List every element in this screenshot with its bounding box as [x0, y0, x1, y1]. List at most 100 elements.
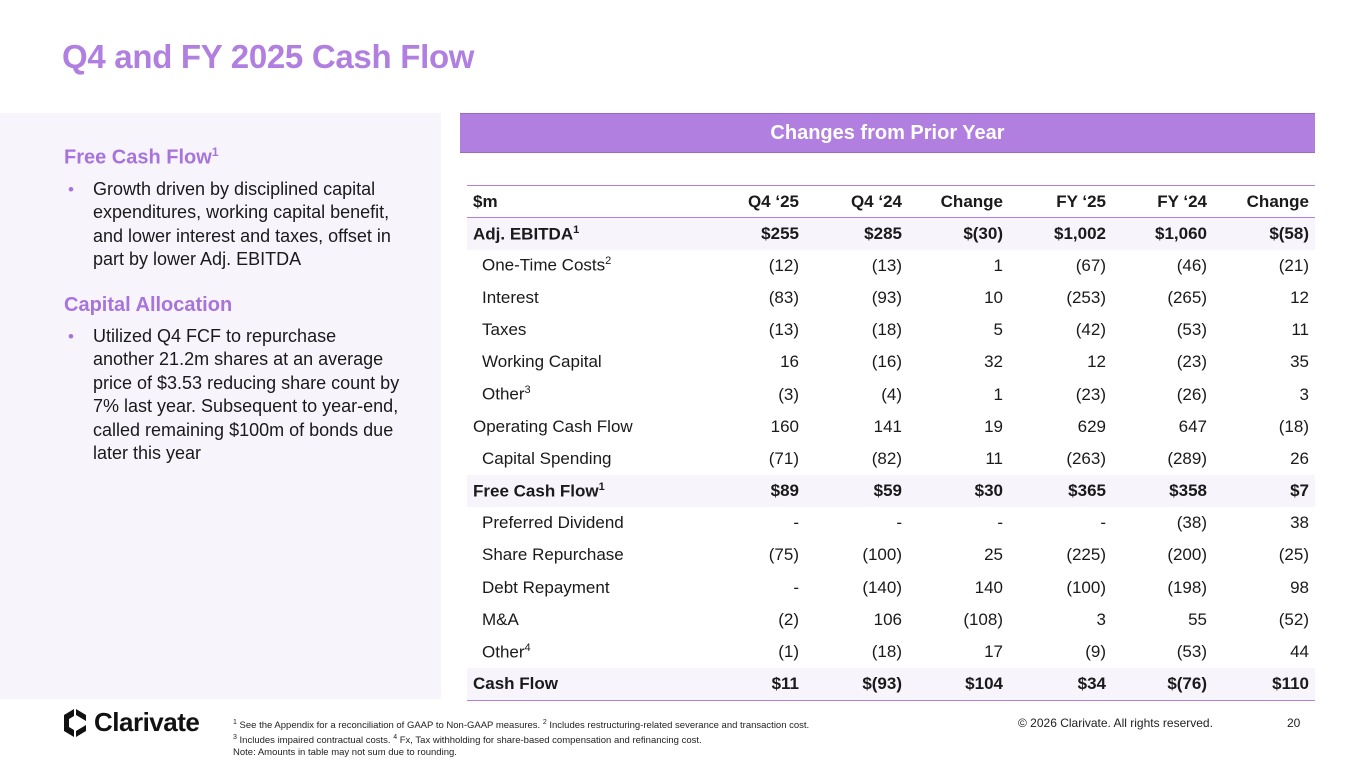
table-row: Share Repurchase (75) (100) 25 (225) (200) (25…	[467, 539, 1315, 571]
row-label: Working Capital	[482, 352, 602, 372]
fcf-heading: Free Cash Flow1	[64, 145, 219, 169]
table-cell: 647	[1178, 416, 1207, 436]
table-cell: $365	[1009, 475, 1112, 508]
table-cell: (67)	[1075, 255, 1106, 275]
table-cell: (265)	[1167, 287, 1207, 307]
fcf-bullet: • Growth driven by disciplined capital ex…	[68, 178, 391, 270]
page-number: 20	[1287, 716, 1301, 730]
table-cell: (46)	[1176, 255, 1207, 275]
copyright: © 2026 Clarivate. All rights reserved.	[1018, 716, 1213, 730]
footnotes: 1 See the Appendix for a reconciliation …	[233, 717, 809, 759]
table-cell: 16	[780, 352, 799, 372]
table-cell: 140	[974, 577, 1003, 597]
table-cell: (4)	[881, 384, 902, 404]
table-cell: $(58)	[1213, 217, 1315, 250]
table-cell: 38	[1290, 513, 1309, 533]
table-row: Capital Spending (71) (82) 11 (263) (289) 26	[467, 443, 1315, 475]
table-cell: 10	[984, 287, 1003, 307]
table-cell: $(30)	[908, 217, 1009, 250]
table-cell: (53)	[1176, 320, 1207, 340]
table-cell: (100)	[862, 545, 902, 565]
table-cell: (18)	[1278, 416, 1309, 436]
table-cell: (53)	[1176, 642, 1207, 662]
capital-allocation-heading: Capital Allocation	[64, 293, 233, 316]
table-cell: (21)	[1278, 255, 1309, 275]
logo-text: Clarivate	[94, 707, 200, 737]
table-header-row: $m Q4 ‘25 Q4 ‘24 Change FY ‘25 FY ‘24 Change	[467, 185, 1315, 218]
table-cell: 3	[1096, 609, 1106, 629]
table-cell: (71)	[768, 448, 799, 468]
table-cell: (23)	[1075, 384, 1106, 404]
column-header: FY ‘24	[1112, 185, 1213, 218]
table-cell: 629	[1077, 416, 1106, 436]
table-cell: 44	[1290, 642, 1309, 662]
table-cell: (82)	[871, 448, 902, 468]
table-cell: 12	[1087, 352, 1106, 372]
table-cell: 19	[984, 416, 1003, 436]
row-label: M&A	[482, 609, 519, 629]
table-cell: (13)	[871, 255, 902, 275]
column-header: $m	[467, 185, 687, 218]
clarivate-logo-icon	[64, 708, 86, 737]
bullet-icon: •	[68, 326, 74, 346]
table-cell: (225)	[1066, 545, 1106, 565]
table-cell: (198)	[1167, 577, 1207, 597]
table-cell: 3	[1299, 384, 1309, 404]
footnote-line-2: 3 Includes impaired contractual costs. 4…	[233, 734, 702, 747]
table-cell: 11	[985, 448, 1003, 468]
table-cell: (1)	[778, 642, 799, 662]
table-row: One-Time Costs2 (12) (13) 1 (67) (46) (21)	[467, 250, 1315, 282]
table-cell: (93)	[871, 287, 902, 307]
table-cell: (200)	[1167, 545, 1207, 565]
row-label: Operating Cash Flow	[473, 416, 633, 436]
column-header: Change	[1213, 185, 1315, 218]
table-cell: 1	[993, 384, 1003, 404]
column-header: Q4 ‘25	[687, 185, 805, 218]
table-cell: (83)	[768, 287, 799, 307]
table-cell: $1,002	[1009, 217, 1112, 250]
table-cell: $34	[1009, 668, 1112, 701]
row-label: Other3	[482, 384, 531, 404]
clarivate-logo: Clarivate	[62, 707, 200, 738]
footnote-line-1: 1 See the Appendix for a reconciliation …	[233, 719, 810, 732]
table-cell: $11	[687, 668, 805, 701]
table-cell: (108)	[963, 609, 1003, 629]
table-cell: 106	[873, 609, 902, 629]
table-cell: (12)	[768, 255, 799, 275]
table-cell: (42)	[1075, 320, 1106, 340]
table-cell: (18)	[871, 642, 902, 662]
table-cell: -	[793, 513, 799, 533]
table-cell: $30	[908, 475, 1009, 508]
table-cell: -	[1100, 513, 1106, 533]
row-label: Cash Flow	[467, 668, 687, 701]
capital-allocation-bullet: • Utilized Q4 FCF to repurchase another 2…	[68, 325, 400, 464]
table-cell: $104	[908, 668, 1009, 701]
commentary-panel: Free Cash Flow1 • Growth driven by discip…	[0, 113, 441, 699]
row-label: One-Time Costs2	[482, 255, 612, 276]
row-label: Other4	[482, 641, 531, 662]
row-label: Interest	[482, 287, 539, 307]
table-cell: $285	[805, 217, 908, 250]
column-header: FY ‘25	[1009, 185, 1112, 218]
page-title: Q4 and FY 2025 Cash Flow	[62, 38, 475, 75]
cash-flow-table: $m Q4 ‘25 Q4 ‘24 Change FY ‘25 FY ‘24 Change A…	[467, 185, 1315, 701]
table-cell: (100)	[1066, 577, 1106, 597]
table-row: Adj. EBITDA1 $255 $285 $(30) $1,002 $1,060 $(5…	[467, 217, 1315, 250]
column-header: Change	[908, 185, 1009, 218]
table-cell: (2)	[778, 609, 799, 629]
table-row: M&A (2) 106 (108) 3 55 (52)	[467, 604, 1315, 636]
table-cell: $(93)	[805, 668, 908, 701]
table-banner: Changes from Prior Year	[460, 113, 1315, 153]
table-row: Debt Repayment - (140) 140 (100) (198) 98	[467, 572, 1315, 604]
table-cell: 35	[1290, 352, 1309, 372]
table-cell: 11	[1291, 320, 1309, 340]
row-label: Adj. EBITDA1	[467, 217, 687, 250]
table-cell: $110	[1213, 668, 1315, 701]
table-row: Cash Flow $11 $(93) $104 $34 $(76) $110	[467, 668, 1315, 701]
table-cell: (9)	[1085, 642, 1106, 662]
table-cell: 141	[873, 416, 902, 436]
table-cell: (140)	[862, 577, 902, 597]
table-cell: (13)	[768, 320, 799, 340]
table-row: Other3 (3) (4) 1 (23) (26) 3	[467, 378, 1315, 410]
row-label: Taxes	[482, 320, 527, 340]
